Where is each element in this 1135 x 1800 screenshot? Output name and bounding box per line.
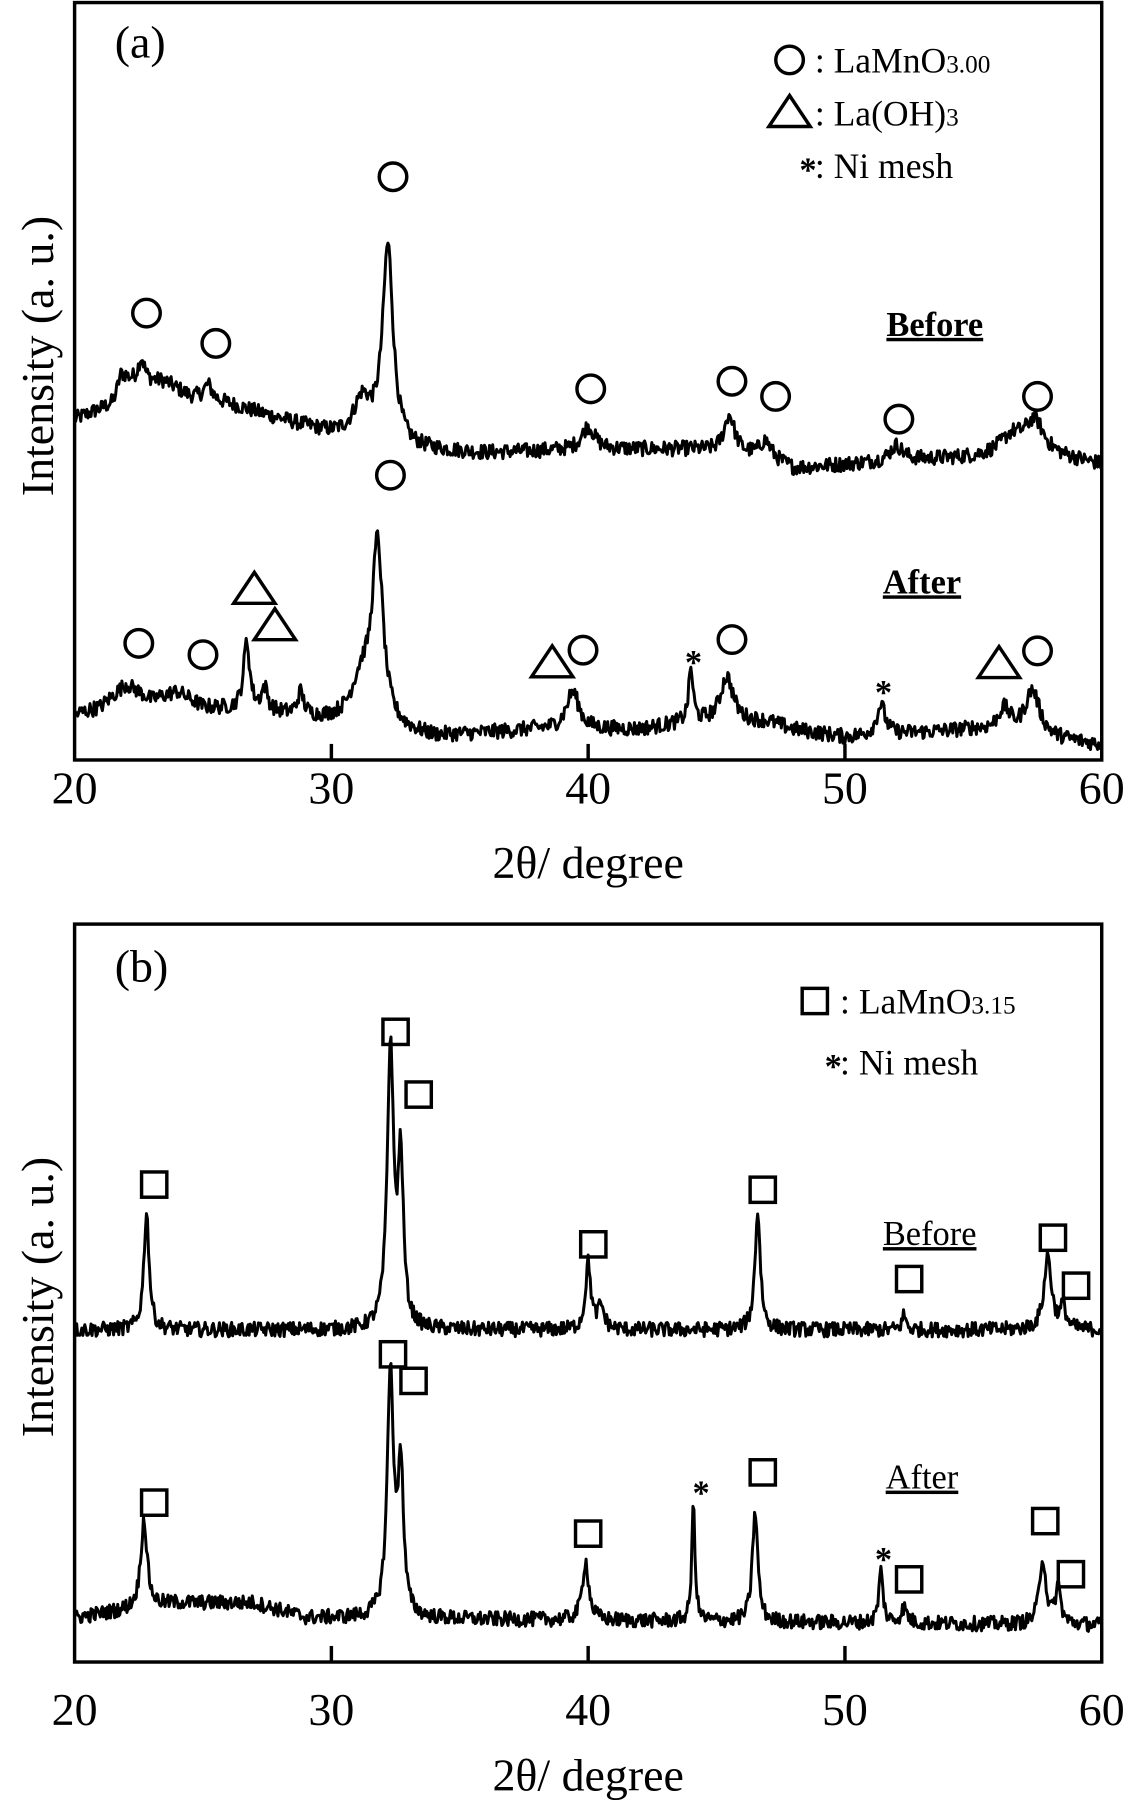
legend-text: : Ni mesh [840, 1042, 979, 1082]
star-marker: * [685, 644, 702, 682]
legend-entry-text: : Ni mesh [840, 1042, 979, 1082]
circle-marker [567, 634, 599, 666]
circle-marker [774, 44, 806, 76]
legend-text: : LaMnO [840, 982, 971, 1022]
star-marker: * [875, 1541, 892, 1579]
y-axis-label: Intensity (a. u.) [12, 216, 63, 496]
x-tick-label: 30 [308, 1684, 354, 1735]
series-label-before: Before [886, 306, 983, 344]
triangle-marker [765, 92, 814, 129]
legend-entry-text: : La(OH)3 [815, 93, 959, 133]
circle-marker [760, 380, 792, 412]
circle-marker [200, 327, 232, 359]
legend-entry-text: : LaMnO3.00 [815, 41, 991, 81]
star-marker: * [799, 152, 816, 190]
circle-marker [187, 639, 219, 671]
x-tick-label: 60 [1079, 1684, 1125, 1735]
circle-marker [1022, 635, 1054, 667]
legend-text: : Ni mesh [815, 146, 954, 186]
star-marker: * [693, 1475, 710, 1513]
x-tick-label: 50 [822, 1684, 868, 1735]
series-line-after [73, 529, 1104, 752]
circle-marker [123, 627, 155, 659]
panel-label: (a) [115, 17, 166, 68]
series-line-before [73, 1035, 1103, 1339]
square-marker [573, 1519, 603, 1548]
series-label-before: Before [883, 1215, 977, 1253]
panel-a: 20 30 40 50 60 2θ/ degree Intensity (a. u.) (a)… [12, 0, 1125, 888]
y-axis-label: Intensity (a. u.) [12, 1157, 63, 1437]
legend-subscript: 3.15 [971, 993, 1015, 1020]
square-marker [800, 986, 830, 1016]
series-label-after: After [886, 1459, 959, 1497]
square-marker [1061, 1271, 1091, 1301]
circle-marker [716, 365, 748, 397]
square-marker [894, 1565, 924, 1594]
square-marker [578, 1230, 608, 1259]
triangle-marker [230, 569, 279, 606]
circle-marker [716, 624, 748, 656]
triangle-marker [251, 605, 299, 642]
square-marker [1056, 1559, 1086, 1589]
star-marker: * [825, 1048, 842, 1086]
legend: : LaMnO3.00: La(OH)3*: Ni mesh [765, 41, 991, 190]
circle-marker [575, 373, 607, 405]
series-line-after [73, 1362, 1104, 1633]
circle-marker [883, 403, 915, 435]
panel-b: 20 30 40 50 60 2θ/ degree Intensity (a. u.) (b)… [12, 922, 1125, 1800]
legend: : LaMnO3.15 *: Ni mesh [800, 982, 1016, 1086]
star-marker: * [875, 674, 892, 712]
circle-marker [1022, 380, 1054, 412]
square-marker [399, 1366, 428, 1396]
triangle-marker [528, 642, 577, 679]
square-marker [1030, 1506, 1060, 1536]
square-marker [139, 1170, 169, 1199]
legend-entry-text: : LaMnO3.15 [840, 982, 1016, 1022]
circle-marker [131, 297, 162, 329]
series-line-before [73, 241, 1104, 476]
legend-subscript: 3.00 [946, 52, 990, 79]
square-marker [1038, 1223, 1068, 1253]
circle-marker [377, 161, 409, 193]
square-marker [381, 1017, 410, 1047]
series-label-after: After [883, 563, 961, 601]
panel-label: (b) [115, 940, 169, 991]
x-tick-label: 50 [822, 763, 868, 814]
x-tick-label: 40 [565, 1684, 611, 1735]
square-marker [378, 1339, 408, 1369]
x-tick-label: 30 [308, 763, 354, 814]
legend-text: : LaMnO [815, 41, 946, 81]
x-axis-label: 2θ/ degree [492, 1750, 683, 1800]
triangle-marker [975, 643, 1023, 680]
x-tick-label: 20 [52, 763, 98, 814]
square-marker [894, 1264, 924, 1294]
circle-marker [374, 459, 406, 491]
square-marker [404, 1080, 434, 1109]
x-axis-label: 2θ/ degree [492, 837, 683, 888]
legend-subscript: 3 [946, 104, 959, 131]
x-tick-label: 40 [565, 763, 611, 814]
plot-frame [72, 922, 1104, 1664]
square-marker [748, 1175, 778, 1205]
square-marker [748, 1458, 778, 1487]
x-tick-label: 60 [1079, 763, 1125, 814]
x-tick-label: 20 [52, 1684, 98, 1735]
square-marker [139, 1488, 169, 1517]
legend-text: : La(OH) [815, 93, 946, 133]
legend-entry-text: : Ni mesh [815, 146, 954, 186]
